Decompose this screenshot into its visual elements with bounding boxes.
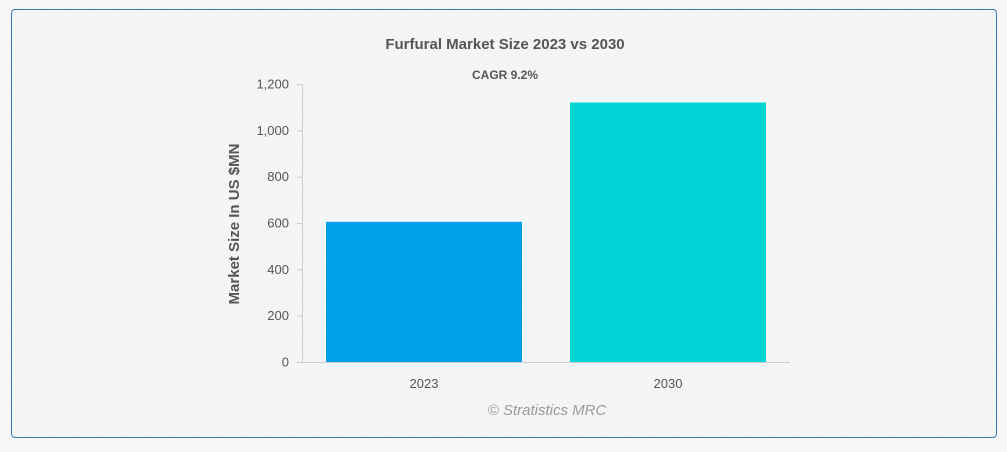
bar-2030 <box>570 102 766 363</box>
x-tick-label: 2023 <box>410 376 439 391</box>
y-tick-label: 800 <box>267 169 289 184</box>
bars <box>326 102 766 363</box>
y-tick-label: 0 <box>282 355 289 370</box>
y-axis-ticks: 0 200 400 600 800 1,000 1,200 <box>256 77 302 370</box>
x-tick-label: 2030 <box>654 376 683 391</box>
y-tick-label: 200 <box>267 308 289 323</box>
y-tick-label: 1,000 <box>256 123 289 138</box>
y-tick-label: 600 <box>267 216 289 231</box>
chart-subtitle: CAGR 9.2% <box>472 68 538 82</box>
watermark-text: © Stratistics MRC <box>488 402 607 419</box>
bar-2023 <box>326 221 522 362</box>
y-tick-label: 400 <box>267 262 289 277</box>
y-tick-label: 1,200 <box>256 77 289 92</box>
y-axis-label: Market Size In US $MN <box>226 144 243 305</box>
chart-title: Furfural Market Size 2023 vs 2030 <box>385 36 624 53</box>
x-axis-ticks: 2023 2030 <box>410 376 683 391</box>
